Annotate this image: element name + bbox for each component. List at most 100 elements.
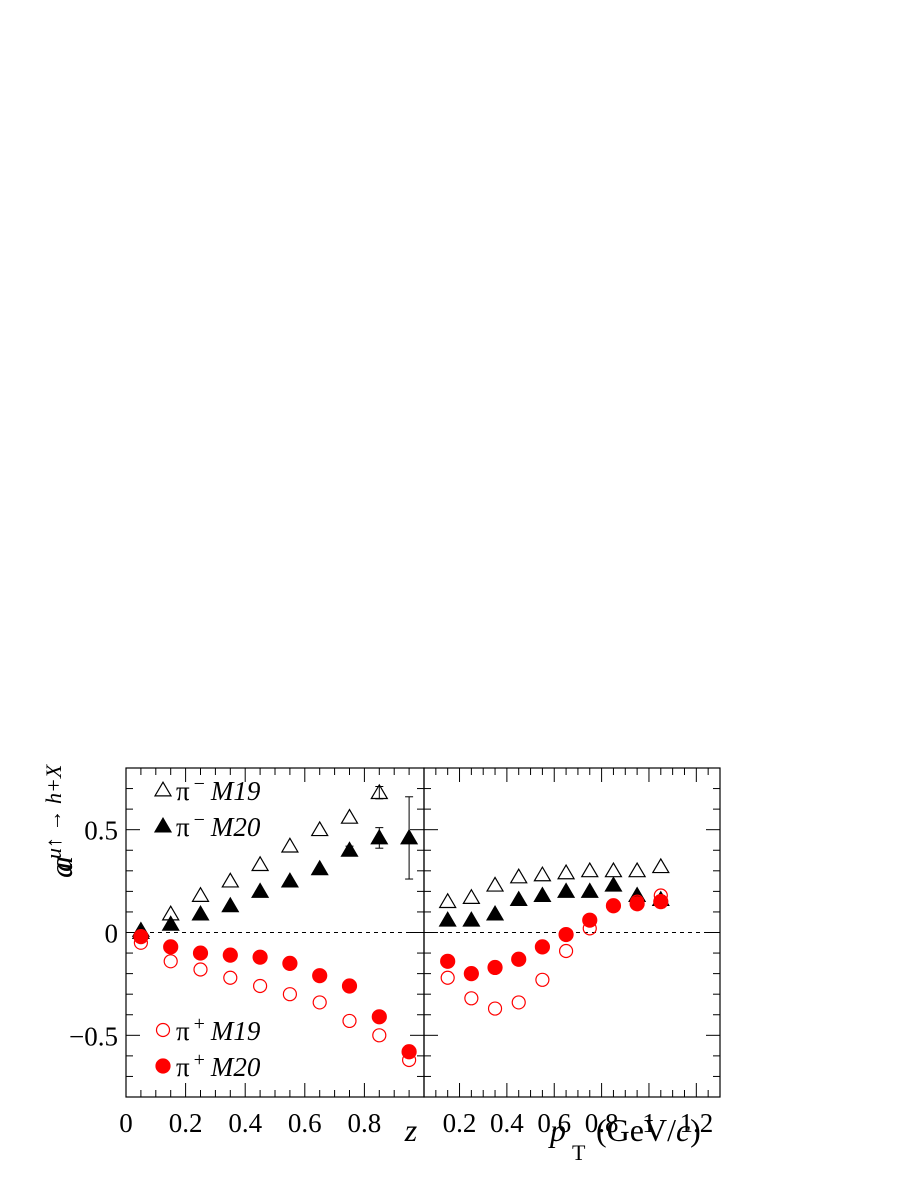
legend-label: π − M19 [176,773,261,806]
data-point-filled-triangle [485,905,505,921]
data-point-filled-circle [222,947,238,963]
data-point-open-circle [535,972,550,987]
data-point-open-triangle [485,876,505,892]
data-point-open-triangle [340,808,359,824]
data-point-open-triangle [580,861,599,878]
data-point-filled-triangle [191,905,210,921]
data-point-open-circle [487,1001,503,1016]
data-point-open-circle [253,978,268,994]
legend-label: π + M19 [176,1013,261,1046]
data-point-filled-triangle [438,911,457,927]
data-point-open-triangle [310,820,329,837]
data-point-filled-circle [558,926,574,943]
x-tick-label: 0.6 [537,1108,571,1138]
x-tick-label: 0.4 [228,1108,262,1138]
data-point-filled-circle [282,955,298,971]
data-point-filled-circle [511,951,527,967]
data-point-filled-triangle [251,882,270,898]
y-tick-label: −0.5 [69,1021,118,1051]
data-point-filled-triangle [462,911,481,927]
x-tick-label: 0.2 [443,1108,477,1138]
data-point-open-circle [312,995,327,1010]
data-point-filled-circle [371,1009,387,1025]
data-point-open-triangle [509,867,528,884]
data-point-open-triangle [557,863,576,880]
data-point-filled-triangle [221,896,240,913]
data-point-open-circle [558,943,574,959]
legend-marker-open-circle [155,1022,171,1038]
data-point-open-circle [440,970,455,985]
data-point-filled-triangle [557,882,576,898]
data-point-filled-triangle [161,915,180,931]
data-point-filled-circle [133,929,149,945]
legend-marker-open-triangle [153,781,173,797]
data-point-filled-circle [252,949,268,965]
data-point-open-triangle [438,892,457,909]
legend-marker-filled-triangle [153,817,173,833]
legend-entry: π + M19 [155,1013,261,1046]
data-point-open-triangle [191,886,210,902]
data-point-filled-circle [582,912,598,928]
data-point-open-triangle [628,861,647,878]
legend-marker-filled-circle [155,1058,171,1074]
x-tick-label: 0.6 [288,1108,322,1138]
data-point-filled-triangle [604,876,623,892]
data-point-open-triangle [221,872,240,888]
x-tick-label: 0.4 [490,1108,524,1138]
data-point-open-circle [223,970,238,985]
y-axis-title-superscript: u↑ → h+X [41,763,66,859]
x-axis-title-units: (GeV/c) [596,1112,701,1148]
data-point-filled-triangle [280,872,299,888]
x-tick-label: 0.8 [585,1108,619,1138]
data-point-open-circle [372,1028,387,1043]
data-point-filled-triangle [340,841,359,857]
x-tick-label: 0.8 [348,1108,382,1138]
x-axis-title-subscript: T [572,1140,586,1165]
data-point-filled-circle [440,953,456,969]
data-point-filled-circle [629,896,645,912]
x-tick-label: 0.2 [169,1108,203,1138]
data-point-filled-triangle [370,828,389,845]
left-panel: 0 0.2 0.4 0.6 0.8 0.5 0 −0.5 [69,767,425,1138]
x-tick-label: 0 [119,1108,133,1138]
right-panel: 0.2 0.4 0.6 0.8 1 1.2 [423,767,721,1138]
data-point-open-circle [163,954,178,969]
legend-label: π − M20 [176,809,261,842]
data-point-filled-circle [487,959,503,976]
data-point-open-triangle [370,783,389,800]
data-point-open-circle [464,991,479,1006]
data-point-open-triangle [280,837,299,853]
data-point-filled-triangle [509,890,528,907]
data-point-filled-triangle [580,882,599,898]
data-point-filled-circle [401,1044,417,1060]
data-point-filled-circle [192,945,209,961]
data-point-filled-circle [534,939,551,955]
legend-label: π + M20 [176,1049,261,1082]
legend-entry: π − M20 [153,809,261,842]
x-axis-title-left: z [404,1112,418,1148]
y-axis-title-group: a u↑ → h+X [41,763,79,878]
data-point-filled-circle [463,966,479,982]
data-point-filled-circle [341,978,358,994]
data-point-filled-circle [312,968,328,984]
data-point-open-triangle [651,857,670,874]
x-tick-label: 1.2 [679,1108,713,1138]
legend-entry: π + M20 [155,1049,261,1082]
data-point-filled-circle [605,898,622,914]
data-point-open-triangle [533,865,552,882]
data-point-filled-triangle [533,886,552,902]
data-point-open-circle [342,1013,357,1029]
data-point-filled-circle [653,894,669,910]
data-point-open-circle [511,995,526,1010]
y-tick-label: 0.5 [84,816,118,846]
data-point-open-triangle [251,855,270,872]
y-tick-label: 0 [105,919,119,949]
y-axis-title: a [43,856,79,872]
x-axis-title-right: p T (GeV/c) [548,1112,701,1165]
y-axis-title-symbol: a [43,862,79,878]
x-axis-title-p: p [548,1112,566,1148]
data-point-filled-circle [163,939,179,955]
data-point-open-circle [193,962,208,977]
